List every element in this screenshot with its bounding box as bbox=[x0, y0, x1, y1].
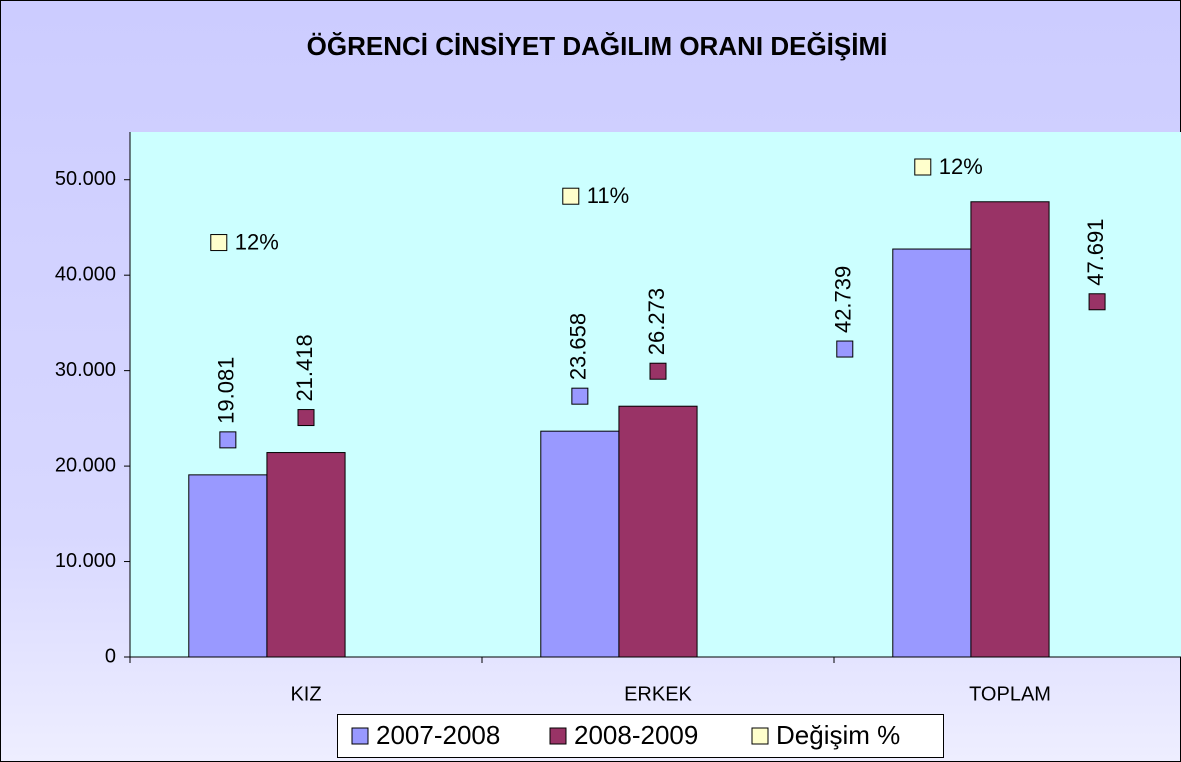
data-label: 12% bbox=[939, 154, 983, 179]
bar bbox=[266, 452, 346, 658]
bar bbox=[970, 201, 1050, 658]
label-marker bbox=[649, 362, 667, 380]
label-marker bbox=[297, 409, 315, 427]
percent-marker bbox=[562, 187, 580, 205]
legend-label: 2008-2009 bbox=[574, 720, 698, 750]
legend-label: 2007-2008 bbox=[376, 720, 500, 750]
legend-swatch bbox=[549, 727, 567, 745]
legend bbox=[337, 714, 944, 758]
percent-marker bbox=[210, 234, 228, 252]
data-label: 21.418 bbox=[292, 334, 317, 401]
label-marker bbox=[219, 431, 237, 449]
percent-marker bbox=[914, 158, 932, 176]
legend-swatch bbox=[351, 727, 369, 745]
x-tick-label: KIZ bbox=[290, 683, 321, 705]
y-tick-label: 50.000 bbox=[55, 168, 116, 190]
bar bbox=[540, 430, 620, 658]
data-label: 26.273 bbox=[644, 288, 669, 355]
bar bbox=[188, 474, 268, 658]
data-label: 12% bbox=[235, 229, 279, 254]
x-tick-label: ERKEK bbox=[624, 683, 692, 705]
data-label: 19.081 bbox=[214, 357, 239, 424]
bar bbox=[618, 405, 698, 658]
bar bbox=[892, 248, 972, 658]
x-tick-label: TOPLAM bbox=[969, 683, 1051, 705]
label-marker bbox=[571, 387, 589, 405]
y-tick-label: 40.000 bbox=[55, 263, 116, 285]
data-label: 11% bbox=[587, 183, 629, 208]
data-label: 47.691 bbox=[1083, 218, 1108, 285]
y-tick-label: 10.000 bbox=[55, 550, 116, 572]
legend-label: Değişim % bbox=[776, 720, 900, 750]
data-label: 23.658 bbox=[566, 313, 591, 380]
y-tick-label: 20.000 bbox=[55, 454, 116, 476]
y-tick-label: 0 bbox=[105, 645, 116, 667]
y-tick-label: 30.000 bbox=[55, 359, 116, 381]
chart-title: ÖĞRENCİ CİNSİYET DAĞILIM ORANI DEĞİŞİMİ bbox=[307, 31, 888, 61]
label-marker bbox=[1088, 293, 1106, 311]
legend-swatch bbox=[751, 727, 769, 745]
data-label: 42.739 bbox=[831, 266, 856, 333]
label-marker bbox=[836, 340, 854, 358]
